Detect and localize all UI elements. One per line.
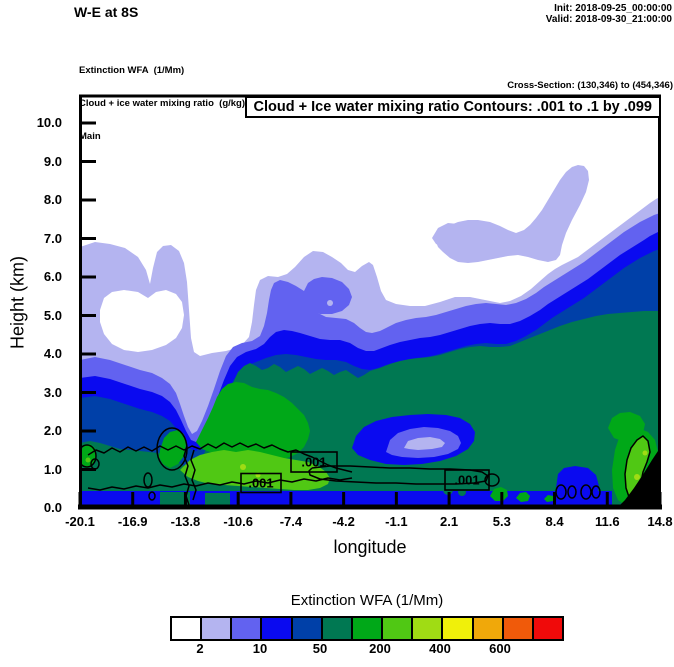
field-layer-teal xyxy=(205,493,230,507)
contour-label-box xyxy=(444,469,490,491)
page-title: W-E at 8S xyxy=(74,4,139,20)
x-tick-label: -16.9 xyxy=(117,514,148,529)
colorbar-tick-label: 400 xyxy=(429,641,451,656)
y-tick-label: 5.0 xyxy=(43,307,62,323)
colorbar-swatch xyxy=(292,618,323,639)
y-tick-label: 2.0 xyxy=(43,423,62,438)
field-cloud-ice: Cloud + ice water mixing ratio (g/kg) xyxy=(79,98,246,109)
colorbar-swatch xyxy=(443,618,474,639)
cloud-contour-line xyxy=(308,465,489,485)
field-dot-yellowgreen xyxy=(240,464,246,470)
cloud-contour-ellipse xyxy=(580,484,592,500)
colorbar-swatch xyxy=(172,618,203,639)
field-layer-green xyxy=(196,382,310,461)
x-tick-label: -10.6 xyxy=(223,514,253,529)
y-tick-label: 7.0 xyxy=(43,230,62,246)
init-time: Init: 2018-09-25_00:00:00 xyxy=(554,3,672,14)
field-layer-purple xyxy=(304,277,352,314)
colorbar-swatch xyxy=(232,618,263,639)
field-layer-lavender xyxy=(404,437,445,450)
x-tick-label: 14.8 xyxy=(647,514,673,529)
colorbar-swatch xyxy=(352,618,384,639)
colorbar-title: Extinction WFA (1/Mm) xyxy=(290,592,444,609)
field-extinction: Extinction WFA (1/Mm) xyxy=(79,65,185,76)
y-tick-label: 1.0 xyxy=(43,461,62,477)
cloud-contour-line xyxy=(87,477,353,491)
field-layer-white xyxy=(100,290,184,352)
field-layer-lavender xyxy=(432,223,470,248)
colorbar-swatch xyxy=(262,618,293,639)
field-layer-green xyxy=(80,444,96,468)
y-tick-label: 10.0 xyxy=(36,115,62,130)
field-layer-lightgreen xyxy=(180,450,330,490)
x-tick-label: 11.6 xyxy=(594,514,620,529)
colorbar-swatch xyxy=(503,618,534,639)
field-dot-lavender xyxy=(327,300,333,306)
field-layer-blue xyxy=(556,466,599,506)
x-tick-label: -7.4 xyxy=(279,514,303,529)
field-dot-yellowgreen xyxy=(642,450,648,456)
field-layer-green xyxy=(159,430,186,468)
cloud-contour-line xyxy=(190,449,197,501)
y-tick-label: 6.0 xyxy=(43,269,62,284)
colorbar-swatch xyxy=(413,618,444,639)
terrain-silhouette xyxy=(618,448,660,507)
cloud-contour-ellipse xyxy=(143,472,153,488)
cross-section-coords: Cross-Section: (130,346) to (454,346) xyxy=(507,80,673,91)
x-tick-label: -20.1 xyxy=(65,514,95,529)
field-layer-teal xyxy=(160,492,190,507)
cloud-contour-ellipse xyxy=(156,427,188,471)
colorbar-tick-label: 200 xyxy=(369,641,391,656)
contour-label-text: .001 xyxy=(301,455,326,470)
cloud-contour-ellipse xyxy=(484,473,500,487)
contour-label-box xyxy=(240,472,282,494)
field-main: Main xyxy=(79,131,101,142)
contour-info-box: Cloud + Ice water mixing ratio Contours:… xyxy=(244,96,661,118)
colorbar-tick-label: 2 xyxy=(196,641,204,656)
colorbar-tick-label: 10 xyxy=(252,641,268,656)
model-run-times: Init: 2018-09-25_00:00:00 Valid: 2018-09… xyxy=(546,3,672,25)
x-tick-label: -1.1 xyxy=(385,514,408,529)
colorbar xyxy=(170,616,564,641)
colorbar-tick-label: 50 xyxy=(312,641,328,656)
x-tick-label: 5.3 xyxy=(492,514,511,529)
x-axis-title: longitude xyxy=(333,537,407,557)
colorbar-swatch xyxy=(533,618,563,639)
contour-label-text: .001 xyxy=(248,476,273,491)
contour-label-text: .001 xyxy=(454,473,479,488)
colorbar-tick-label: 600 xyxy=(489,641,511,656)
contour-label-box xyxy=(290,451,338,473)
colorbar-swatch xyxy=(473,618,504,639)
valid-time: Valid: 2018-09-30_21:00:00 xyxy=(545,14,672,25)
colorbar-swatch xyxy=(383,618,414,639)
x-tick-label: -13.8 xyxy=(170,514,201,529)
field-dot-yellowgreen xyxy=(634,474,640,480)
colorbar-swatch xyxy=(322,618,353,639)
field-layer-green xyxy=(516,492,530,502)
y-tick-label: 0.0 xyxy=(43,500,62,515)
colorbar-swatch xyxy=(202,618,233,639)
field-layer-green xyxy=(490,487,508,501)
y-tick-label: 8.0 xyxy=(43,192,62,207)
cloud-contour-ellipse xyxy=(80,444,97,468)
y-tick-label: 9.0 xyxy=(43,153,62,169)
cloud-contour-line xyxy=(87,442,353,473)
y-tick-label: 4.0 xyxy=(43,346,62,361)
field-layer-lavender xyxy=(436,165,589,263)
cloud-contour-ellipse xyxy=(567,485,577,499)
plotted-fields-list: Extinction WFA (1/Mm) Cloud + ice water … xyxy=(79,43,245,164)
x-tick-label: -4.2 xyxy=(332,514,355,529)
x-tick-label: 8.4 xyxy=(545,514,564,529)
field-dot-lightgreen xyxy=(85,457,91,463)
cloud-contour-ellipse xyxy=(148,491,156,501)
x-tick-label: 2.1 xyxy=(440,514,459,529)
cloud-contour-ellipse xyxy=(591,485,601,499)
field-layer-green xyxy=(544,495,553,502)
y-tick-label: 3.0 xyxy=(43,384,62,400)
